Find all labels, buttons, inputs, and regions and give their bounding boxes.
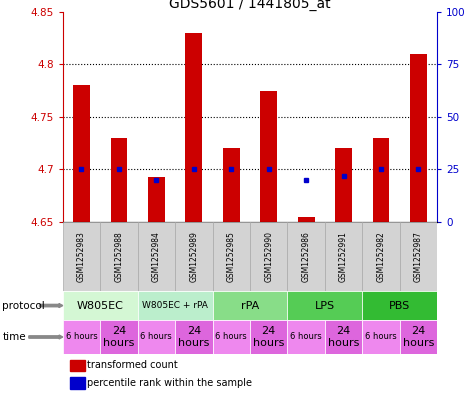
Text: LPS: LPS <box>315 301 335 310</box>
Bar <box>250 320 287 354</box>
Bar <box>70 360 85 371</box>
Bar <box>250 222 287 291</box>
Bar <box>287 222 325 291</box>
Bar <box>372 138 389 222</box>
Text: GSM1252989: GSM1252989 <box>189 231 198 282</box>
Text: 24
hours: 24 hours <box>253 326 284 348</box>
Bar <box>213 320 250 354</box>
Text: 6 hours: 6 hours <box>140 332 172 342</box>
Bar <box>138 291 213 320</box>
Text: GSM1252988: GSM1252988 <box>114 231 123 282</box>
Bar <box>148 177 165 222</box>
Bar <box>362 291 437 320</box>
Text: protocol: protocol <box>2 301 45 310</box>
Bar <box>63 222 100 291</box>
Text: W805EC: W805EC <box>77 301 124 310</box>
Bar <box>63 291 138 320</box>
Text: 6 hours: 6 hours <box>365 332 397 342</box>
Bar <box>287 320 325 354</box>
Text: transformed count: transformed count <box>87 360 178 371</box>
Bar <box>410 54 427 222</box>
Text: W805EC + rPA: W805EC + rPA <box>142 301 208 310</box>
Text: 6 hours: 6 hours <box>66 332 97 342</box>
Bar <box>100 320 138 354</box>
Text: GSM1252991: GSM1252991 <box>339 231 348 282</box>
Text: 6 hours: 6 hours <box>290 332 322 342</box>
Text: GSM1252987: GSM1252987 <box>414 231 423 282</box>
Text: 24
hours: 24 hours <box>328 326 359 348</box>
Bar <box>362 222 399 291</box>
Text: GSM1252985: GSM1252985 <box>227 231 236 282</box>
Text: GSM1252982: GSM1252982 <box>377 231 385 282</box>
Title: GDS5601 / 1441805_at: GDS5601 / 1441805_at <box>169 0 331 11</box>
Bar <box>287 291 362 320</box>
Bar <box>63 320 100 354</box>
Bar <box>186 33 202 222</box>
Text: GSM1252986: GSM1252986 <box>302 231 311 282</box>
Bar <box>298 217 314 222</box>
Bar <box>399 320 437 354</box>
Text: percentile rank within the sample: percentile rank within the sample <box>87 378 252 388</box>
Bar <box>399 222 437 291</box>
Text: rPA: rPA <box>241 301 259 310</box>
Text: 24
hours: 24 hours <box>103 326 134 348</box>
Bar <box>213 291 287 320</box>
Text: 24
hours: 24 hours <box>178 326 209 348</box>
Bar <box>223 149 239 222</box>
Text: GSM1252990: GSM1252990 <box>264 231 273 282</box>
Bar <box>111 138 127 222</box>
Text: GSM1252984: GSM1252984 <box>152 231 161 282</box>
Bar <box>100 222 138 291</box>
Text: time: time <box>2 332 26 342</box>
Bar <box>362 320 399 354</box>
Bar <box>325 222 362 291</box>
Bar <box>138 320 175 354</box>
Bar <box>175 320 213 354</box>
Text: PBS: PBS <box>389 301 410 310</box>
Bar <box>260 91 277 222</box>
Bar <box>138 222 175 291</box>
Bar <box>335 149 352 222</box>
Text: 6 hours: 6 hours <box>215 332 247 342</box>
Text: 24
hours: 24 hours <box>403 326 434 348</box>
Bar <box>175 222 213 291</box>
Bar <box>325 320 362 354</box>
Text: GSM1252983: GSM1252983 <box>77 231 86 282</box>
Bar <box>70 377 85 389</box>
Bar <box>213 222 250 291</box>
Bar <box>73 85 90 222</box>
